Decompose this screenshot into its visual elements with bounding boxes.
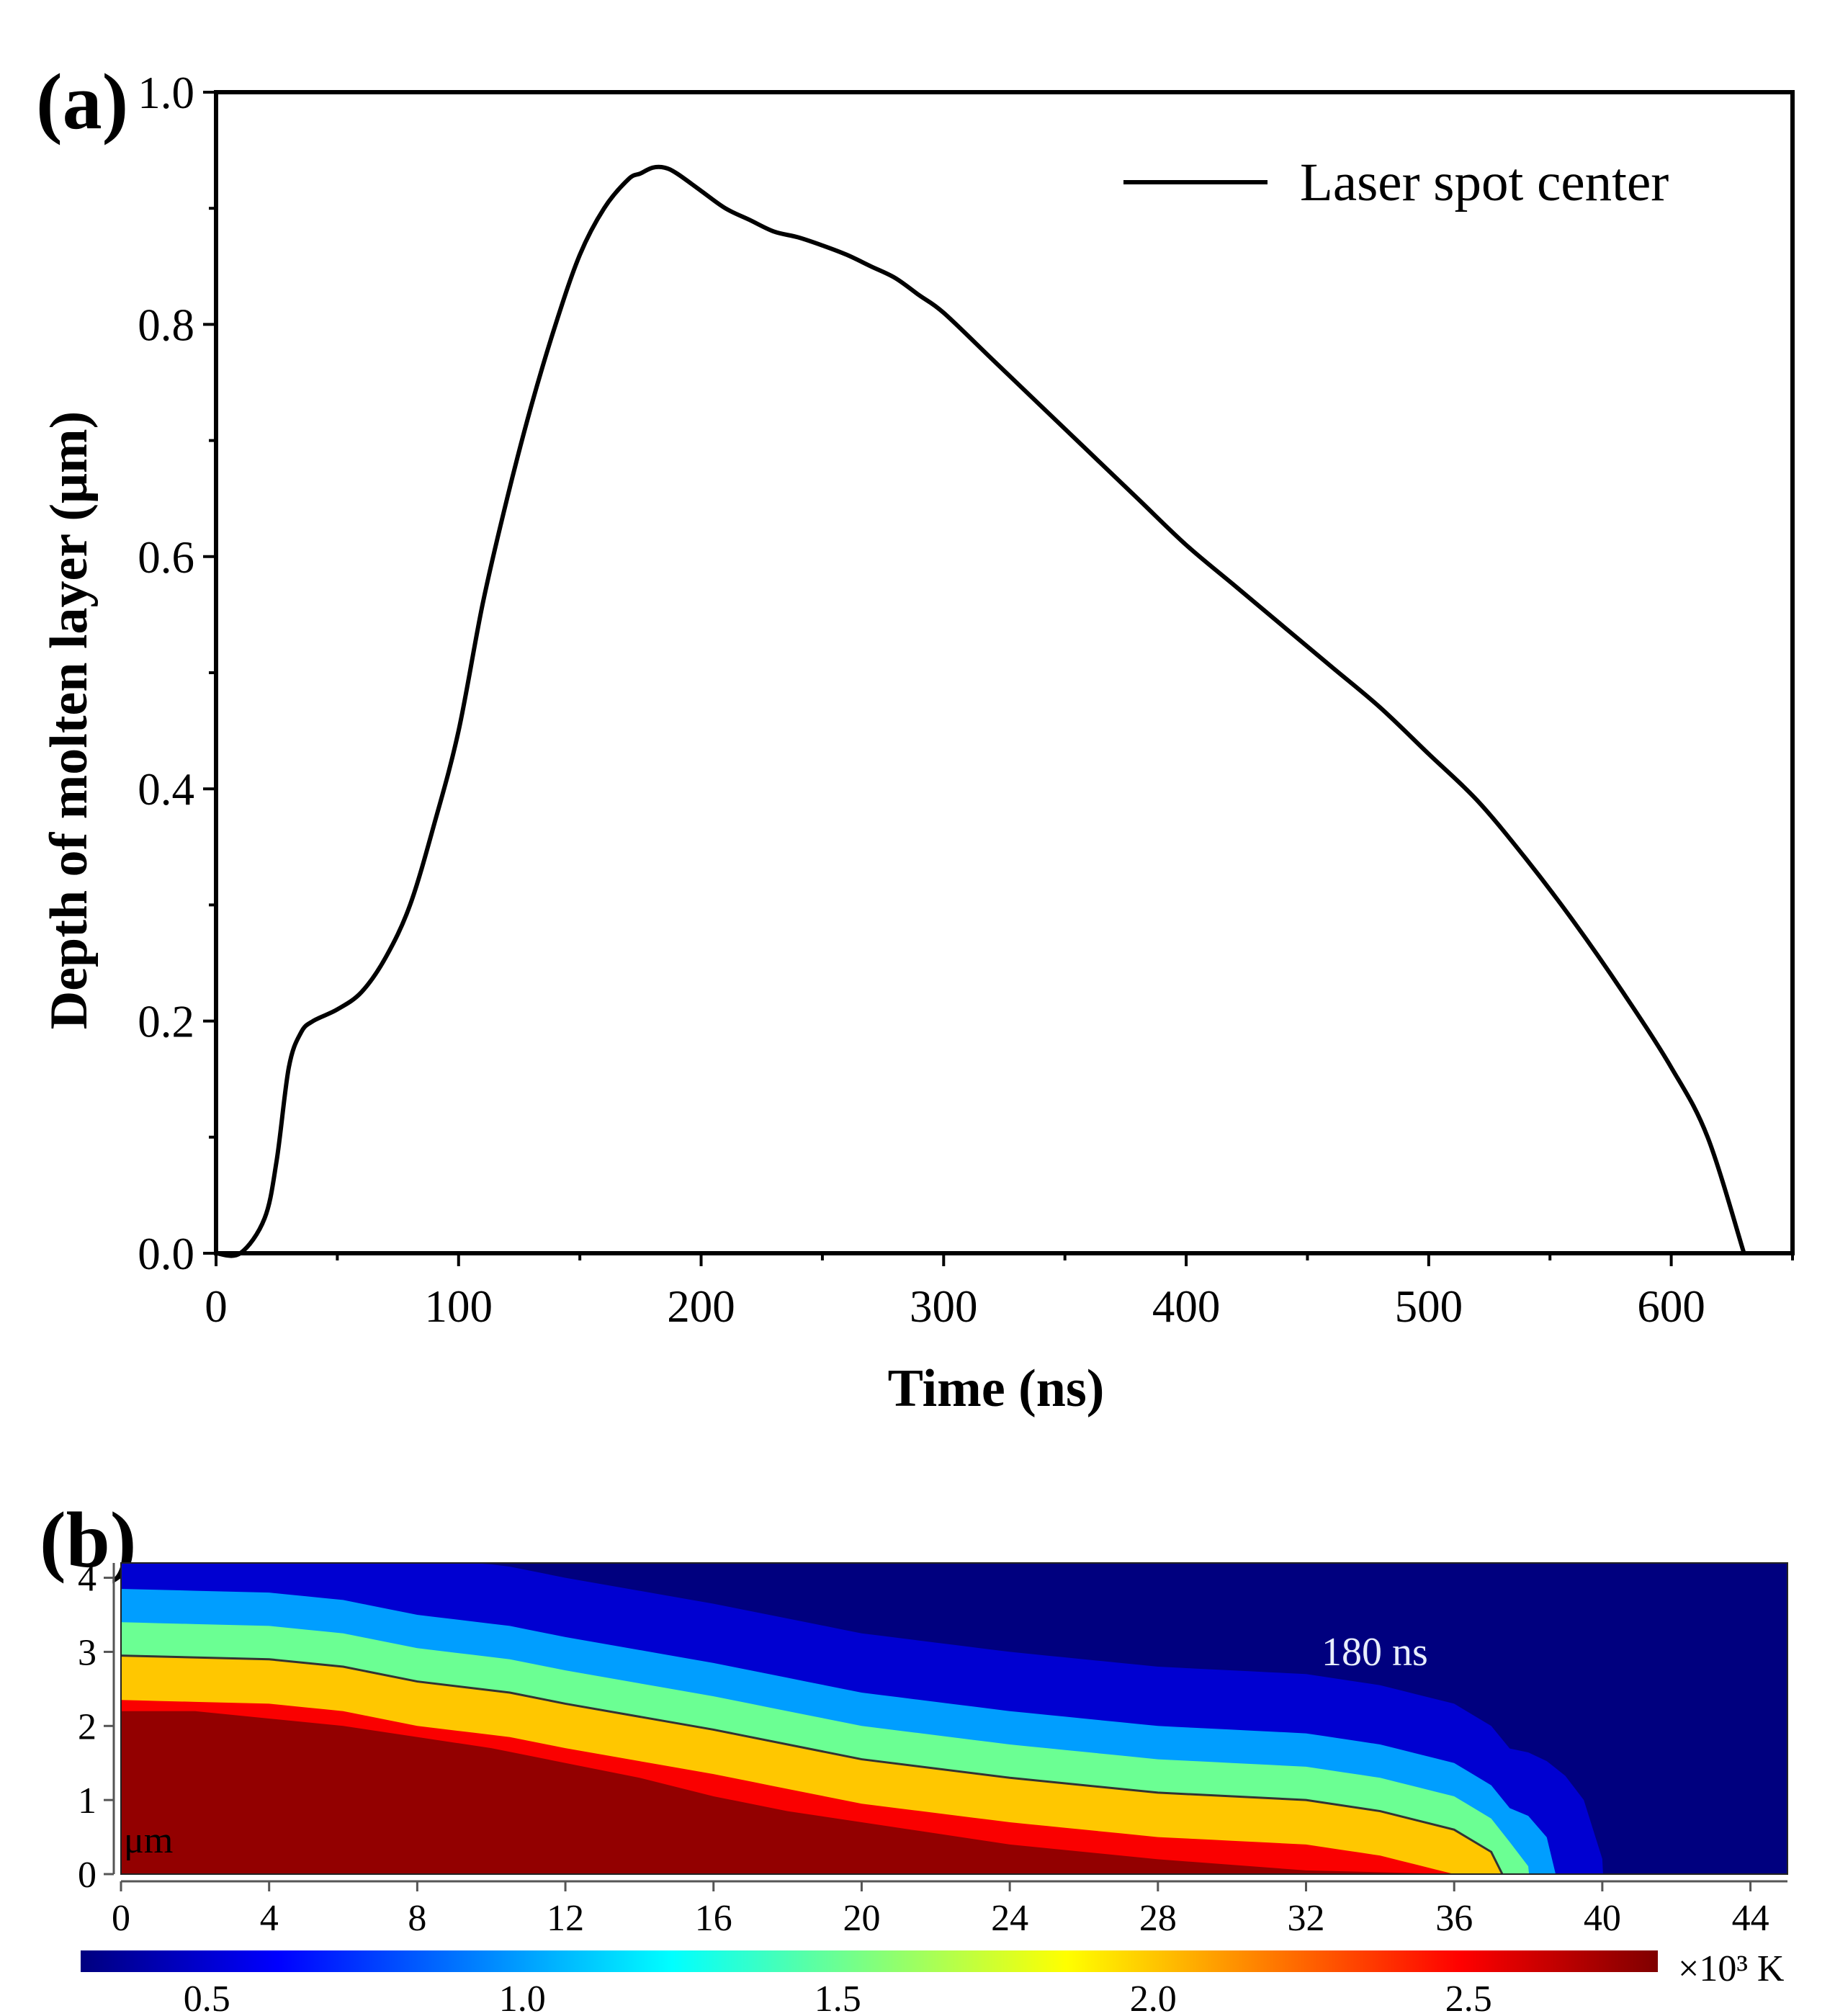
x-tick-label: 32 <box>1288 1898 1325 1939</box>
x-tick-label: 24 <box>991 1898 1028 1939</box>
y-tick-label: 0.0 <box>138 1229 194 1279</box>
y-tick-label: 4 <box>78 1559 97 1600</box>
y-tick-label: 0.2 <box>138 997 194 1047</box>
colorbar-tick-label: 2.5 <box>1445 1979 1492 2016</box>
y-axis-title: Depth of molten layer (μm) <box>40 411 99 1030</box>
x-tick-label: 4 <box>260 1898 279 1939</box>
colorbar-tick-label: 2.0 <box>1130 1979 1177 2016</box>
y-tick-label: 0 <box>78 1855 97 1896</box>
legend-label: Laser spot center <box>1300 153 1669 212</box>
x-tick-label: 0 <box>112 1898 130 1939</box>
x-tick-label: 200 <box>667 1281 735 1332</box>
x-tick-label: 20 <box>843 1898 880 1939</box>
x-tick-label: 28 <box>1139 1898 1177 1939</box>
colorbar-tick-label: 0.5 <box>184 1979 230 2016</box>
x-tick-label: 12 <box>547 1898 584 1939</box>
y-tick-label: 0.8 <box>138 300 194 350</box>
colorbar-tick-labels: 0.5 1.0 1.5 2.0 2.5 <box>184 1979 1492 2016</box>
x-tick-label: 40 <box>1584 1898 1621 1939</box>
x-tick-label: 300 <box>910 1281 978 1332</box>
series-line-laser-spot-center <box>215 164 1746 1258</box>
panel-a-ticks <box>203 91 1794 1266</box>
x-tick-label: 600 <box>1637 1281 1705 1332</box>
colorbar-tick-label: 1.5 <box>815 1979 861 2016</box>
x-tick-label: 36 <box>1435 1898 1473 1939</box>
panel-a-x-tick-labels: 0 100 200 300 400 500 600 <box>205 1281 1705 1332</box>
y-tick-label: 2 <box>78 1706 97 1747</box>
panel-a-label: (a) <box>36 58 128 145</box>
colorbar-tick-label: 1.0 <box>499 1979 546 2016</box>
y-tick-label: 0.6 <box>138 532 194 583</box>
heatmap-frame <box>120 1562 1788 1875</box>
y-tick-label: 0.4 <box>138 764 194 815</box>
time-annotation: 180 ns <box>1322 1630 1428 1675</box>
x-tick-label: 8 <box>408 1898 426 1939</box>
panel-a-frame <box>214 90 1795 1255</box>
y-tick-label: 1 <box>78 1780 97 1822</box>
colorbar <box>81 1950 1658 1972</box>
panel-a: (a) 0 100 200 300 400 500 600 0.0 0.2 0.4 0.6 0.8 1… <box>36 58 1795 1418</box>
x-tick-label: 500 <box>1395 1281 1463 1332</box>
colorbar-unit: ×10³ K <box>1678 1948 1785 1989</box>
x-tick-label: 44 <box>1732 1898 1769 1939</box>
x-axis-title: Time (ns) <box>888 1359 1105 1418</box>
x-tick-label: 100 <box>425 1281 493 1332</box>
x-tick-label: 16 <box>695 1898 732 1939</box>
panel-a-y-tick-labels: 0.0 0.2 0.4 0.6 0.8 1.0 <box>138 68 194 1279</box>
unit-label: μm <box>124 1820 173 1861</box>
hot-zone <box>121 1711 1529 1874</box>
panel-b: (b) 180 ns μm 0 4 8 12 16 20 24 28 32 36 40 4401234… <box>40 1496 1788 2016</box>
x-tick-label: 0 <box>205 1281 228 1332</box>
y-tick-label: 1.0 <box>138 68 194 118</box>
y-tick-label: 3 <box>78 1632 97 1673</box>
melt-front-contour <box>120 1654 1504 1875</box>
x-tick-label: 400 <box>1152 1281 1221 1332</box>
